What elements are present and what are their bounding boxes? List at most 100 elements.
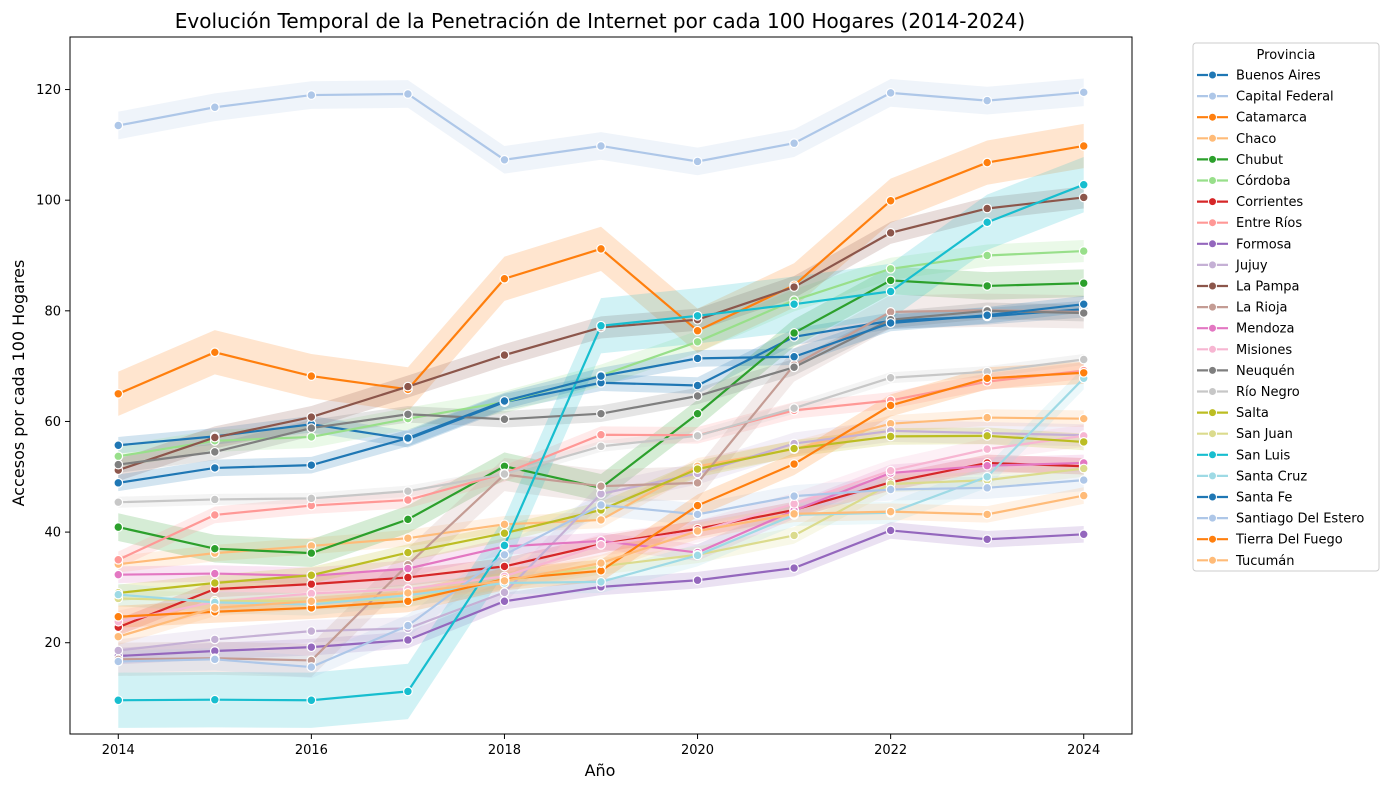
data-point — [113, 522, 124, 533]
data-point — [403, 433, 413, 443]
data-point — [306, 579, 317, 589]
data-point — [499, 540, 510, 551]
data-point — [596, 515, 606, 525]
data-point — [403, 563, 413, 574]
data-point — [113, 554, 124, 565]
legend-entry-label: Tierra Del Fuego — [1235, 533, 1343, 548]
data-point — [982, 95, 993, 106]
legend-entry-label: Santiago Del Estero — [1236, 512, 1364, 527]
data-point — [113, 569, 124, 580]
data-point — [499, 350, 510, 360]
legend: Provincia Buenos Aires Capital Federal Cat… — [1192, 42, 1380, 572]
data-point — [692, 380, 703, 391]
data-point — [692, 156, 703, 167]
data-point — [596, 558, 606, 568]
legend-marker — [1208, 70, 1217, 80]
data-point — [885, 525, 896, 536]
data-point — [789, 328, 799, 338]
data-point — [499, 575, 510, 586]
data-point — [692, 408, 703, 419]
data-point — [982, 281, 993, 291]
legend-entry-label: Santa Cruz — [1236, 469, 1307, 484]
data-point — [306, 432, 317, 442]
data-point — [596, 429, 606, 440]
data-point — [789, 443, 799, 454]
legend-entry-label: Santa Fe — [1236, 491, 1292, 506]
series-markers — [113, 87, 1089, 706]
data-point — [885, 286, 896, 297]
data-point — [209, 654, 220, 665]
legend-marker — [1208, 112, 1217, 122]
data-point — [692, 526, 703, 536]
data-point — [596, 408, 606, 419]
legend-marker — [1208, 492, 1217, 502]
data-point — [209, 578, 220, 588]
data-point — [209, 602, 220, 613]
data-point — [306, 596, 317, 607]
data-point — [113, 451, 124, 462]
legend-marker — [1208, 513, 1217, 523]
data-point — [692, 310, 703, 321]
legend-entry-label: Capital Federal — [1236, 90, 1334, 105]
legend-entry-label: La Pampa — [1236, 280, 1299, 295]
data-point — [1078, 354, 1089, 365]
legend-marker — [1208, 197, 1217, 207]
data-point — [982, 430, 993, 441]
data-point — [113, 656, 124, 667]
data-point — [499, 519, 510, 530]
data-point — [403, 620, 413, 631]
data-point — [596, 481, 606, 492]
data-point — [789, 491, 799, 502]
data-point — [596, 500, 606, 510]
data-point — [403, 635, 413, 645]
data-point — [209, 510, 220, 520]
y-tick-label: 20 — [44, 636, 61, 651]
data-point — [113, 477, 124, 488]
data-point — [209, 446, 220, 457]
data-point — [113, 120, 124, 131]
data-point — [692, 500, 703, 511]
legend-marker — [1208, 302, 1217, 312]
data-point — [885, 87, 896, 98]
data-point — [885, 400, 896, 411]
legend-entry-label: Formosa — [1236, 237, 1291, 252]
data-point — [113, 645, 124, 656]
y-axis-label: Accesos por cada 100 Hogares — [9, 260, 28, 507]
y-axis-ticks: 20 40 60 80 100 120 — [36, 83, 70, 651]
x-axis-ticks: 2014 2016 2018 2020 2022 2024 — [102, 734, 1100, 758]
legend-marker — [1208, 133, 1217, 143]
legend-entry-label: Tucumán — [1235, 554, 1294, 569]
data-point — [113, 695, 124, 706]
legend-marker — [1208, 239, 1217, 249]
data-point — [596, 141, 606, 151]
confidence-bands — [118, 78, 1084, 728]
legend-entry-label: Río Negro — [1236, 385, 1300, 400]
series-band — [118, 157, 1084, 728]
data-point — [209, 347, 220, 358]
legend-entry-label: Jujuy — [1235, 258, 1268, 273]
data-point — [113, 497, 124, 508]
data-point — [1078, 308, 1089, 318]
data-point — [499, 561, 510, 572]
data-point — [403, 495, 413, 505]
data-point — [499, 469, 510, 479]
data-point — [403, 596, 413, 607]
data-point — [982, 534, 993, 545]
data-point — [692, 336, 703, 347]
data-point — [113, 459, 124, 470]
data-point — [403, 686, 413, 697]
data-point — [982, 444, 993, 455]
series-band — [118, 361, 1084, 628]
x-tick-label: 2018 — [488, 743, 521, 758]
data-point — [692, 464, 703, 474]
data-point — [982, 482, 993, 493]
data-point — [209, 543, 220, 554]
y-tick-label: 60 — [44, 415, 61, 430]
data-point — [499, 596, 510, 607]
x-axis-label: Año — [585, 761, 616, 780]
data-point — [692, 430, 703, 441]
data-point — [692, 391, 703, 401]
data-point — [596, 243, 606, 254]
data-point — [403, 547, 413, 558]
data-point — [403, 588, 413, 598]
